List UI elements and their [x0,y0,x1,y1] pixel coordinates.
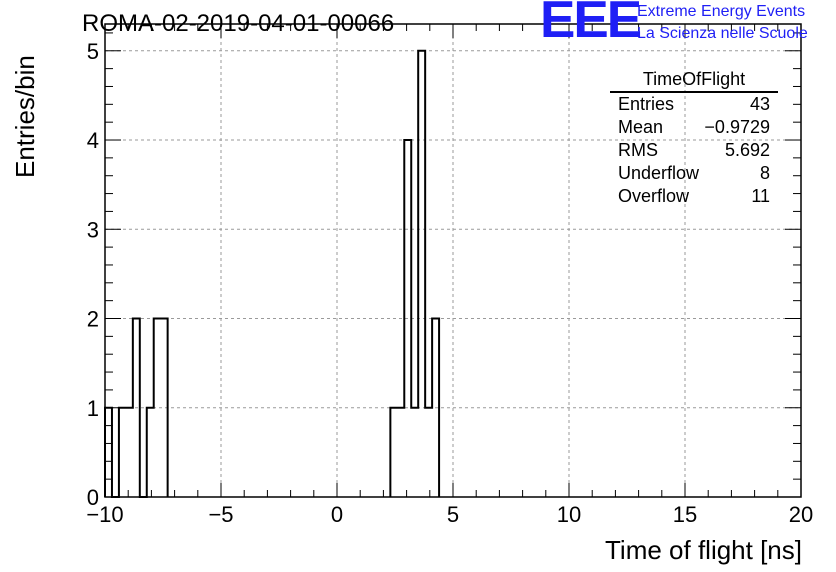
stats-row-underflow: Underflow 8 [610,162,778,185]
histogram-bin [126,408,133,497]
stats-label: Underflow [618,163,700,183]
histogram-bin [425,408,432,497]
histogram-bin [411,408,418,497]
stats-row-entries: Entries 43 [610,93,778,116]
eee-logo-mark: EEE [540,0,642,49]
histogram-bin [418,51,425,497]
y-tick-label: 1 [87,396,99,421]
y-tick-label: 4 [87,128,99,153]
histogram-bin [147,408,154,497]
x-tick-label: −10 [86,502,123,527]
histogram-bin [390,408,404,497]
x-tick-label: −5 [208,502,233,527]
stats-row-overflow: Overflow 11 [610,185,778,208]
x-tick-label: 20 [789,502,813,527]
histogram-bin [105,408,112,497]
stats-value: 8 [759,163,770,183]
x-tick-label: 15 [673,502,697,527]
eee-logo-line2: La Scienza nelle Scuole [637,25,808,42]
run-title: ROMA-02-2019-04-01-00066 [82,10,395,37]
stats-value: 43 [749,94,770,114]
x-tick-label: 0 [331,502,343,527]
x-tick-label: 10 [557,502,581,527]
y-axis-label: Entries/bin [10,55,40,178]
y-tick-label: 3 [87,217,99,242]
stats-label: Entries [618,94,675,114]
y-tick-label: 2 [87,307,99,332]
eee-logo-line1: Extreme Energy Events [637,3,806,20]
stats-value: 5.692 [724,140,770,160]
x-axis-label: Time of flight [ns] [605,535,802,565]
stats-title: TimeOfFlight [610,68,778,93]
histogram-outline [104,49,441,498]
stats-value: 11 [751,186,770,206]
stats-row-mean: Mean −0.9729 [610,116,778,139]
x-tick-label: 5 [447,502,459,527]
histogram-bin [119,408,126,497]
stats-row-rms: RMS 5.692 [610,139,778,162]
y-tick-label: 0 [87,485,99,510]
stats-box: TimeOfFlight Entries 43 Mean −0.9729 RMS… [610,68,778,208]
stats-label: Overflow [618,186,690,206]
stats-label: RMS [618,140,658,160]
stats-label: Mean [618,117,664,137]
y-tick-label: 5 [87,39,99,64]
stats-value: −0.9729 [704,117,770,137]
